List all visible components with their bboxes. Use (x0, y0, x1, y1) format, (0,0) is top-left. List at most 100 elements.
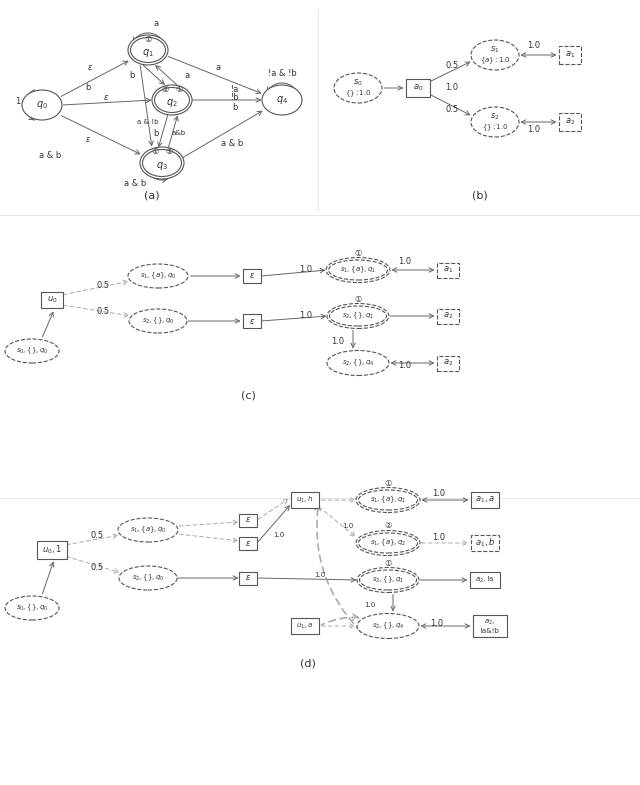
Text: $a_2,\!\!$ !a: $a_2,\!\!$ !a (476, 575, 495, 585)
Text: $s_2, \{\}, q_0$: $s_2, \{\}, q_0$ (132, 573, 164, 583)
Text: $s_1, \{a\}, q_0$: $s_1, \{a\}, q_0$ (140, 271, 176, 281)
Text: $\{\}:1.0$: $\{\}:1.0$ (482, 122, 508, 133)
Text: $s_0$: $s_0$ (353, 78, 363, 88)
Text: $\epsilon$: $\epsilon$ (245, 539, 251, 547)
Text: $\epsilon$: $\epsilon$ (245, 574, 251, 582)
Ellipse shape (327, 304, 389, 328)
Text: a & b: a & b (39, 151, 61, 159)
Text: $\epsilon$: $\epsilon$ (249, 272, 255, 280)
FancyBboxPatch shape (37, 541, 67, 559)
Text: $s_2, \{\}, q_4$: $s_2, \{\}, q_4$ (342, 358, 374, 368)
Ellipse shape (118, 518, 178, 542)
FancyBboxPatch shape (239, 513, 257, 527)
Text: $s_2, \{\}, q_1$: $s_2, \{\}, q_1$ (372, 575, 404, 586)
Text: $\epsilon$: $\epsilon$ (249, 316, 255, 326)
Text: $s_1, \{a\}, q_1$: $s_1, \{a\}, q_1$ (370, 495, 406, 506)
Ellipse shape (262, 85, 302, 115)
Text: $a_2$: $a_2$ (443, 358, 453, 368)
Text: ②: ② (161, 86, 169, 94)
Text: 0.5: 0.5 (90, 531, 104, 539)
Text: (d): (d) (300, 658, 316, 668)
Ellipse shape (22, 90, 62, 120)
Text: ①: ① (355, 249, 362, 257)
Text: a & b: a & b (124, 178, 146, 188)
Text: $s_2, \{\}, q_1$: $s_2, \{\}, q_1$ (342, 311, 374, 321)
Text: ②: ② (384, 521, 392, 531)
FancyBboxPatch shape (471, 492, 499, 508)
Text: $q_4$: $q_4$ (276, 94, 288, 106)
FancyBboxPatch shape (291, 492, 319, 508)
Text: $q_2$: $q_2$ (166, 97, 178, 109)
Text: 1.0: 1.0 (342, 523, 354, 529)
Text: $q_1$: $q_1$ (142, 47, 154, 59)
Text: 0.5: 0.5 (445, 105, 459, 115)
Text: $a_1, b$: $a_1, b$ (475, 537, 495, 550)
Text: a & b: a & b (221, 138, 243, 148)
FancyBboxPatch shape (559, 46, 581, 64)
Text: ①: ① (384, 479, 392, 487)
Ellipse shape (5, 339, 59, 363)
Text: a: a (154, 20, 159, 28)
Ellipse shape (357, 614, 419, 638)
Text: $a_2$: $a_2$ (443, 311, 453, 321)
Text: $u_1, h$: $u_1, h$ (296, 495, 314, 505)
Text: 1.0: 1.0 (399, 257, 412, 266)
FancyBboxPatch shape (437, 309, 459, 323)
Ellipse shape (326, 257, 390, 283)
Text: $\epsilon$: $\epsilon$ (103, 93, 109, 101)
Text: 1: 1 (15, 97, 20, 107)
Text: 1.0: 1.0 (332, 337, 344, 345)
FancyBboxPatch shape (243, 269, 261, 283)
Text: $\epsilon$: $\epsilon$ (85, 136, 91, 144)
Ellipse shape (119, 566, 177, 590)
FancyBboxPatch shape (471, 535, 499, 551)
Text: $a_1$: $a_1$ (443, 265, 453, 276)
Ellipse shape (334, 73, 382, 103)
FancyBboxPatch shape (473, 615, 507, 637)
Text: $s_1$: $s_1$ (490, 45, 500, 55)
Text: ①: ① (144, 35, 152, 45)
Text: a&b: a&b (172, 130, 186, 136)
Text: 1.0: 1.0 (314, 572, 326, 578)
Text: 1.0: 1.0 (273, 532, 285, 538)
Text: $s_1, \{a\}, q_0$: $s_1, \{a\}, q_0$ (130, 524, 166, 535)
Text: $a_2,$: $a_2,$ (484, 617, 495, 626)
Text: 1.0: 1.0 (300, 265, 312, 275)
Text: $\{\}:1.0$: $\{\}:1.0$ (345, 89, 371, 99)
Ellipse shape (128, 264, 188, 288)
Text: $s_0, \{\}, q_0$: $s_0, \{\}, q_0$ (16, 345, 48, 356)
Text: $a_2$: $a_2$ (565, 117, 575, 127)
Text: 1.0: 1.0 (433, 490, 445, 498)
Text: $\{a\}:1.0$: $\{a\}:1.0$ (479, 56, 511, 66)
Text: !a & !b: !a & !b (268, 68, 296, 78)
Text: b: b (85, 82, 91, 92)
FancyBboxPatch shape (291, 618, 319, 634)
Text: 0.5: 0.5 (90, 564, 104, 572)
Text: 1.0: 1.0 (399, 362, 412, 371)
FancyBboxPatch shape (41, 292, 63, 308)
Text: $s_2, \{\}, q_4$: $s_2, \{\}, q_4$ (372, 621, 404, 631)
Text: $s_1, \{a\}, q_1$: $s_1, \{a\}, q_1$ (340, 265, 376, 276)
Text: 1.0: 1.0 (364, 602, 376, 608)
Text: 0.5: 0.5 (97, 308, 109, 316)
Text: ①: ① (151, 148, 159, 156)
Text: $a_0$: $a_0$ (413, 82, 423, 93)
Ellipse shape (471, 107, 519, 137)
FancyBboxPatch shape (437, 262, 459, 278)
Text: 1.0: 1.0 (445, 83, 459, 93)
Text: ①: ① (355, 294, 362, 304)
FancyBboxPatch shape (559, 113, 581, 131)
FancyBboxPatch shape (239, 571, 257, 585)
FancyBboxPatch shape (437, 356, 459, 371)
Ellipse shape (152, 85, 192, 115)
Text: 1.0: 1.0 (527, 42, 541, 50)
Text: !a: !a (231, 86, 239, 94)
Text: (c): (c) (241, 391, 255, 401)
Text: a & !b: a & !b (137, 119, 159, 125)
FancyBboxPatch shape (243, 314, 261, 328)
Ellipse shape (357, 568, 419, 593)
Text: (a): (a) (144, 190, 160, 200)
Text: $a_1$: $a_1$ (565, 49, 575, 60)
Text: !b: !b (230, 93, 239, 103)
Ellipse shape (356, 531, 420, 556)
